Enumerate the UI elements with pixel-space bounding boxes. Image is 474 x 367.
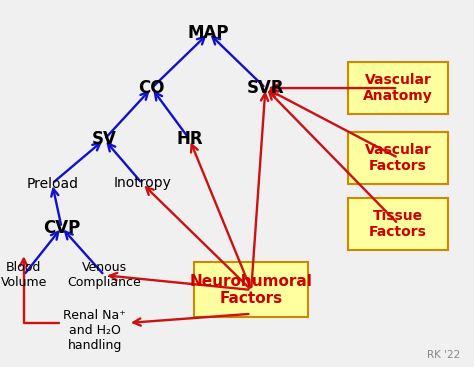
- Text: Renal Na⁺
and H₂O
handling: Renal Na⁺ and H₂O handling: [64, 309, 126, 352]
- Text: CVP: CVP: [43, 218, 80, 237]
- FancyBboxPatch shape: [348, 198, 448, 250]
- Text: Venous
Compliance: Venous Compliance: [67, 261, 141, 289]
- FancyBboxPatch shape: [348, 62, 448, 114]
- Text: Vascular
Factors: Vascular Factors: [365, 143, 432, 173]
- FancyBboxPatch shape: [194, 262, 308, 317]
- Text: SVR: SVR: [246, 79, 284, 97]
- Text: Tissue
Factors: Tissue Factors: [369, 209, 427, 239]
- Text: CO: CO: [138, 79, 165, 97]
- Text: Blood
Volume: Blood Volume: [0, 261, 47, 289]
- FancyBboxPatch shape: [348, 132, 448, 184]
- Text: MAP: MAP: [188, 24, 229, 42]
- Text: SV: SV: [92, 130, 117, 149]
- Text: Preload: Preload: [26, 177, 78, 190]
- Text: HR: HR: [176, 130, 203, 149]
- Text: Vascular
Anatomy: Vascular Anatomy: [363, 73, 433, 103]
- Text: Neurohumoral
Factors: Neurohumoral Factors: [190, 274, 313, 306]
- Text: Inotropy: Inotropy: [113, 177, 171, 190]
- Text: RK '22: RK '22: [427, 350, 460, 360]
